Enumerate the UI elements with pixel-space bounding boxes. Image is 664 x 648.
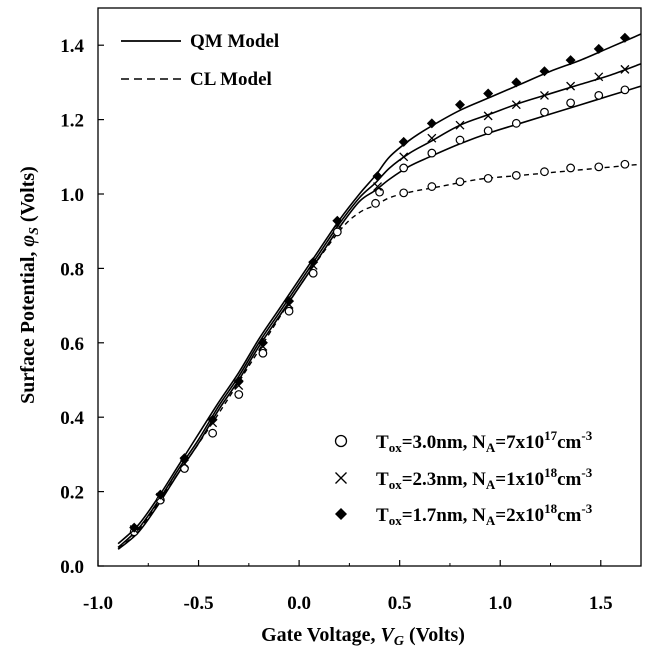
data-point-circle [332, 227, 342, 237]
cl-model-curve-circle [117, 163, 641, 548]
data-point-diamond [539, 66, 550, 77]
data-point-circle [620, 159, 630, 169]
data-point-circle [308, 268, 318, 278]
qm-model-curve-x [117, 63, 641, 548]
data-point-diamond [483, 88, 494, 99]
plot-frame [97, 7, 642, 567]
y-axis-title: Surface Potential, φS (Volts) [17, 166, 42, 404]
data-point-x [483, 111, 493, 121]
data-point-circle [594, 162, 604, 172]
marker-legend: Tox=3.0nm, NA=7x1017cm-3 Tox=2.3nm, NA=1… [334, 428, 593, 528]
data-point-diamond [332, 215, 343, 226]
data-point-x [455, 120, 465, 130]
x-axis-title: Gate Voltage, VG (Volts) [261, 624, 465, 648]
data-point-diamond [284, 296, 295, 307]
data-point-diamond [398, 136, 409, 147]
data-point-diamond [308, 257, 319, 268]
data-point-x [540, 90, 549, 100]
data-point-circle [455, 135, 465, 145]
data-point-circle [284, 306, 294, 316]
data-point-circle [427, 182, 437, 191]
plot-markers [129, 32, 630, 537]
data-point-x [180, 459, 189, 469]
y-tick-label: 0.2 [60, 483, 84, 504]
x-tick-label: -1.0 [83, 593, 113, 614]
y-tick-label: 0.0 [60, 557, 84, 578]
x-tick-label: 1.5 [589, 593, 613, 614]
data-point-circle [511, 118, 521, 128]
data-point-circle [208, 428, 218, 438]
legend-diamond-marker [335, 508, 347, 520]
data-point-circle [620, 85, 630, 95]
data-point-x [427, 133, 437, 143]
data-point-circle [180, 464, 189, 473]
data-point-x [373, 182, 383, 192]
data-point-diamond [619, 32, 630, 43]
x-tick-label: 0.5 [388, 593, 412, 614]
data-point-x [566, 81, 576, 91]
data-point-diamond [565, 55, 576, 66]
legend-entry-1: Tox=3.0nm, NA=7x1017cm-3 [376, 428, 593, 455]
data-point-circle [234, 390, 244, 399]
data-point-diamond [426, 118, 437, 129]
data-point-circle [399, 188, 409, 198]
data-point-diamond [257, 337, 268, 348]
y-tick-label: 1.0 [60, 185, 84, 206]
data-point-diamond [511, 77, 522, 88]
data-point-diamond [179, 453, 190, 464]
legend-circle-marker [334, 434, 348, 448]
legend-qm-label: QM Model [190, 31, 279, 52]
data-point-circle [371, 198, 380, 208]
data-point-diamond [207, 414, 218, 425]
data-point-circle [594, 91, 604, 100]
data-point-diamond [455, 99, 465, 110]
data-point-circle [258, 348, 268, 358]
y-tick-label: 1.4 [60, 36, 84, 57]
data-point-circle [427, 148, 437, 158]
data-point-diamond [155, 489, 166, 500]
data-point-x [511, 100, 521, 110]
x-tick-label: 0.0 [287, 593, 311, 614]
legend-x-marker [335, 472, 347, 484]
data-point-x [399, 152, 409, 162]
data-point-circle [566, 163, 576, 173]
data-point-circle [540, 107, 549, 117]
data-point-circle [455, 177, 465, 187]
x-tick-label: -0.5 [184, 593, 214, 614]
data-point-circle [483, 126, 493, 136]
y-axis-ticks: 0.0 0.2 0.4 0.6 0.8 1.0 1.2 1.4 [60, 36, 104, 578]
data-point-circle [483, 173, 493, 183]
data-point-circle [511, 170, 521, 180]
data-point-x [620, 64, 630, 74]
qm-model-curve-diamond [117, 33, 641, 545]
x-tick-label: 1.0 [488, 593, 512, 614]
legend-entry-2: Tox=2.3nm, NA=1x1018cm-3 [376, 465, 593, 492]
y-tick-label: 1.2 [60, 111, 84, 132]
line-style-legend: QM Model CL Model [121, 31, 279, 90]
data-point-x [594, 72, 604, 82]
data-point-diamond [129, 522, 140, 533]
y-tick-label: 0.6 [60, 334, 84, 355]
legend-entry-3: Tox=1.7nm, NA=2x1018cm-3 [376, 501, 593, 528]
data-point-diamond [372, 171, 383, 182]
data-point-diamond [593, 43, 604, 54]
data-point-circle [566, 98, 576, 108]
data-point-diamond [233, 376, 244, 387]
y-tick-label: 0.4 [60, 408, 84, 429]
data-point-circle [399, 163, 409, 173]
data-point-circle [540, 167, 549, 177]
legend-cl-label: CL Model [190, 69, 272, 90]
y-tick-label: 0.8 [60, 259, 84, 280]
plot-lines [117, 33, 641, 550]
x-axis-ticks: -1.0 -0.5 0.0 0.5 1.0 1.5 [83, 560, 613, 614]
